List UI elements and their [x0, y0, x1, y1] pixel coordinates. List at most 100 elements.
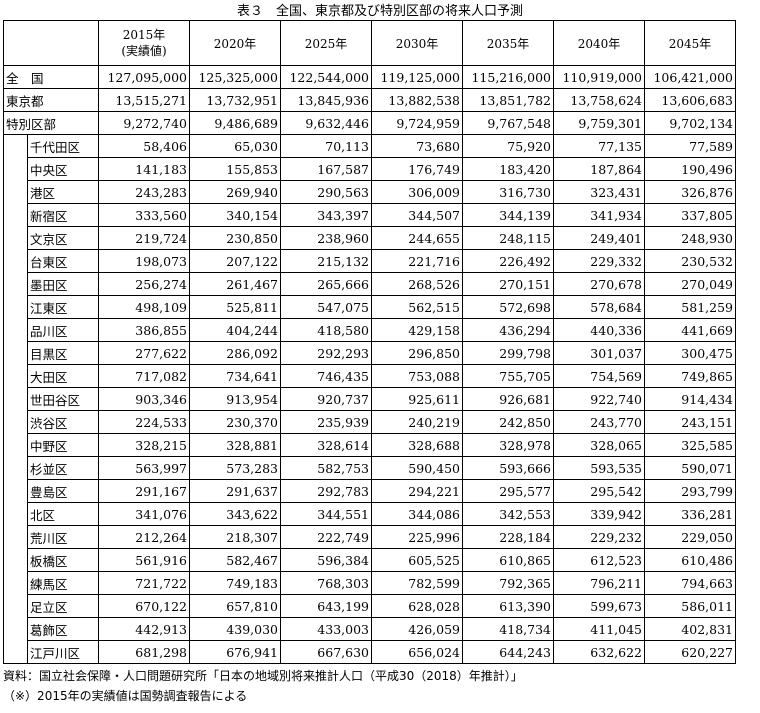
ward-label: 江戸川区	[27, 640, 99, 664]
table-row: 新宿区 333,560 340,154 343,397 344,507 344,139 34…	[4, 203, 736, 227]
ward-label: 世田谷区	[27, 387, 99, 411]
value-cell: 296,850	[371, 341, 463, 365]
value-cell: 13,758,624	[553, 88, 645, 112]
value-cell: 337,805	[644, 203, 736, 227]
row-label: 全 国	[3, 65, 99, 89]
value-cell: 333,560	[98, 203, 190, 227]
value-cell: 295,542	[553, 479, 645, 503]
value-cell: 270,678	[553, 272, 645, 296]
value-cell: 290,563	[280, 180, 372, 204]
value-cell: 306,009	[371, 180, 463, 204]
value-cell: 265,666	[280, 272, 372, 296]
value-cell: 734,641	[189, 364, 281, 388]
value-cell: 920,737	[280, 387, 372, 411]
value-cell: 119,125,000	[371, 65, 463, 89]
value-cell: 225,996	[371, 525, 463, 549]
value-cell: 261,467	[189, 272, 281, 296]
value-cell: 717,082	[98, 364, 190, 388]
table-row: 全 国 127,095,000 125,325,000 122,544,000 119,…	[3, 65, 736, 89]
value-cell: 167,587	[280, 157, 372, 181]
value-cell: 746,435	[280, 364, 372, 388]
table-row: 大田区 717,082 734,641 746,435 753,088 755,705 75…	[4, 364, 736, 388]
value-cell: 439,030	[189, 617, 281, 641]
value-cell: 256,274	[98, 272, 190, 296]
value-cell: 599,673	[553, 594, 645, 618]
value-cell: 578,684	[553, 295, 645, 319]
value-cell: 573,283	[189, 456, 281, 480]
ward-label: 豊島区	[27, 479, 99, 503]
value-cell: 221,716	[371, 249, 463, 273]
value-cell: 670,122	[98, 594, 190, 618]
value-cell: 426,059	[371, 617, 463, 641]
ward-label: 新宿区	[27, 203, 99, 227]
value-cell: 316,730	[462, 180, 554, 204]
table-row: 足立区 670,122 657,810 643,199 628,028 613,390 59…	[4, 594, 736, 618]
value-cell: 240,219	[371, 410, 463, 434]
value-cell: 547,075	[280, 295, 372, 319]
value-cell: 340,154	[189, 203, 281, 227]
value-cell: 122,544,000	[280, 65, 372, 89]
value-cell: 277,622	[98, 341, 190, 365]
value-cell: 13,606,683	[644, 88, 736, 112]
table-title: 表３ 全国、東京都及び特別区部の将来人口予測	[236, 4, 523, 19]
value-cell: 291,637	[189, 479, 281, 503]
value-cell: 593,535	[553, 456, 645, 480]
value-cell: 676,941	[189, 640, 281, 664]
value-cell: 339,942	[553, 502, 645, 526]
table-row: 東京都 13,515,271 13,732,951 13,845,936 13,882,…	[3, 88, 736, 112]
value-cell: 442,913	[98, 617, 190, 641]
value-cell: 328,215	[98, 433, 190, 457]
value-cell: 656,024	[371, 640, 463, 664]
value-cell: 244,655	[371, 226, 463, 250]
ward-label: 千代田区	[27, 134, 99, 158]
value-cell: 326,876	[644, 180, 736, 204]
value-cell: 328,614	[280, 433, 372, 457]
value-cell: 141,183	[98, 157, 190, 181]
table-row: 豊島区 291,167 291,637 292,783 294,221 295,577 29…	[4, 479, 736, 503]
value-cell: 610,865	[462, 548, 554, 572]
ward-label: 葛飾区	[27, 617, 99, 641]
value-cell: 903,346	[98, 387, 190, 411]
value-cell: 13,732,951	[189, 88, 281, 112]
header-2045: 2045年	[644, 20, 736, 66]
value-cell: 610,486	[644, 548, 736, 572]
value-cell: 248,930	[644, 226, 736, 250]
value-cell: 749,183	[189, 571, 281, 595]
table-row: 葛飾区 442,913 439,030 433,003 426,059 418,734 41…	[4, 617, 736, 641]
table-row: 中央区 141,183 155,853 167,587 176,749 183,420 18…	[4, 157, 736, 181]
value-cell: 343,622	[189, 502, 281, 526]
value-cell: 914,434	[644, 387, 736, 411]
value-cell: 418,734	[462, 617, 554, 641]
value-cell: 222,749	[280, 525, 372, 549]
value-cell: 436,294	[462, 318, 554, 342]
value-cell: 344,507	[371, 203, 463, 227]
value-cell: 418,580	[280, 318, 372, 342]
value-cell: 215,132	[280, 249, 372, 273]
value-cell: 581,259	[644, 295, 736, 319]
value-cell: 155,853	[189, 157, 281, 181]
table-row: 目黒区 277,622 286,092 292,293 296,850 299,798 30…	[4, 341, 736, 365]
value-cell: 229,232	[553, 525, 645, 549]
table-row: 北区 341,076 343,622 344,551 344,086 342,553 339…	[4, 502, 736, 526]
value-cell: 218,307	[189, 525, 281, 549]
value-cell: 127,095,000	[98, 65, 190, 89]
value-cell: 300,475	[644, 341, 736, 365]
value-cell: 292,783	[280, 479, 372, 503]
value-cell: 562,515	[371, 295, 463, 319]
row-label: 東京都	[3, 88, 99, 112]
value-cell: 582,753	[280, 456, 372, 480]
value-cell: 292,293	[280, 341, 372, 365]
value-cell: 572,698	[462, 295, 554, 319]
value-cell: 9,632,446	[280, 111, 372, 135]
value-cell: 323,431	[553, 180, 645, 204]
value-cell: 768,303	[280, 571, 372, 595]
table-row: 特別区部 9,272,740 9,486,689 9,632,446 9,724,959…	[3, 111, 736, 135]
table-row: 墨田区 256,274 261,467 265,666 268,526 270,151 27…	[4, 272, 736, 296]
header-2040: 2040年	[553, 20, 645, 66]
value-cell: 212,264	[98, 525, 190, 549]
table-row: 練馬区 721,722 749,183 768,303 782,599 792,365 79…	[4, 571, 736, 595]
value-cell: 70,113	[280, 134, 372, 158]
value-cell: 268,526	[371, 272, 463, 296]
census-note: （※）2015年の実績値は国勢調査報告による	[3, 689, 248, 703]
value-cell: 749,865	[644, 364, 736, 388]
